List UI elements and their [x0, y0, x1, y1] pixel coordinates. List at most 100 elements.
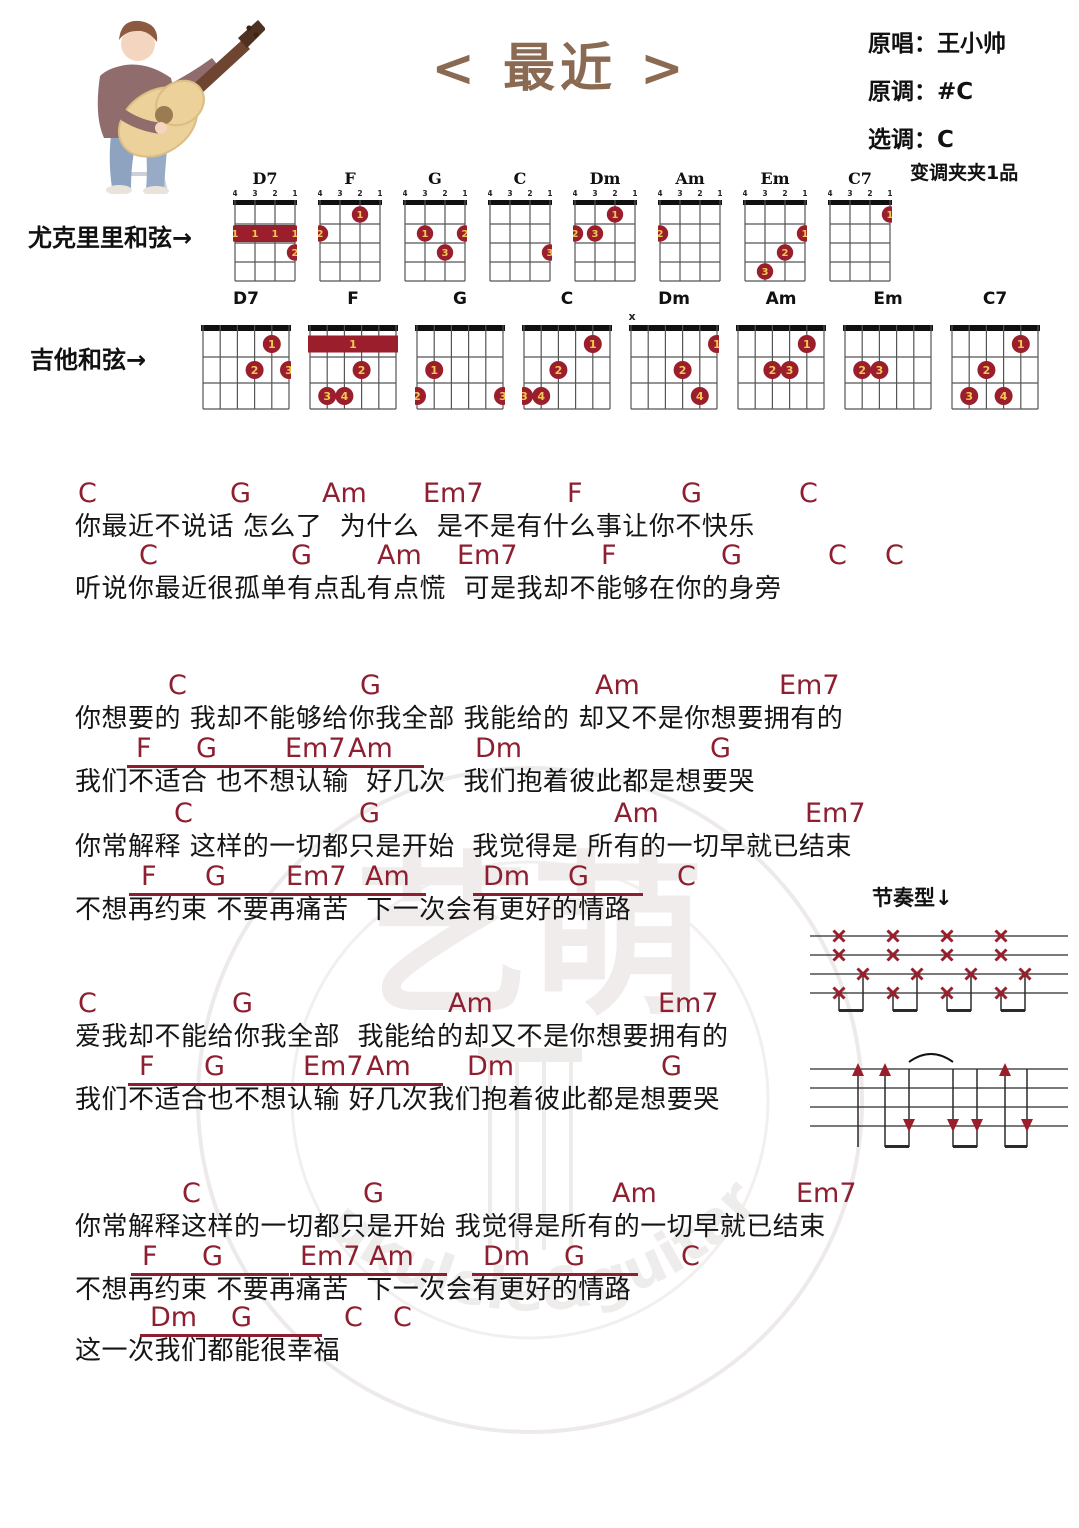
lyric-chord: Dm — [483, 861, 531, 892]
svg-text:2: 2 — [858, 363, 866, 376]
mute-string-mark: x — [629, 310, 636, 323]
uke-chord-F: F 4 3 2 1 1 2 — [318, 170, 382, 282]
guitar-chord-grid: 12 3 — [415, 324, 505, 410]
guitar-row-label: 吉他和弦→ — [30, 346, 147, 374]
lyric-chord: G — [230, 478, 251, 509]
guitar-chord-grid: 123 4 — [308, 324, 398, 410]
lyric-chord: Am — [614, 798, 659, 829]
svg-text:3: 3 — [285, 363, 291, 376]
lyric-chord: Am — [348, 733, 393, 764]
lyric-chord: Am — [448, 988, 493, 1019]
svg-text:1: 1 — [430, 363, 438, 376]
svg-text:1: 1 — [349, 337, 357, 350]
svg-text:2: 2 — [555, 363, 563, 376]
credit-original-key: 原调：#C — [868, 79, 974, 105]
lyric-chord: C — [182, 1178, 201, 1209]
uke-chord-C7: C7 4 3 2 1 1 — [828, 170, 892, 282]
svg-text:1: 1 — [589, 337, 597, 350]
guitar-chord-D7: D7 1 2 3 — [201, 290, 291, 413]
guitar-chord-grid: x 1 24 — [629, 310, 719, 410]
lyric-chord: C — [677, 861, 696, 892]
lyric-chord: Em7 — [658, 988, 719, 1019]
svg-text:3: 3 — [507, 189, 512, 198]
lyric-line-text: 不想再约束 不要再痛苦 下一次会有更好的情路 — [75, 895, 632, 925]
lyric-line-text: 你想要的 我却不能够给你我全部 我能给的 却又不是你想要拥有的 — [75, 704, 844, 734]
lyric-chord: G — [231, 1302, 252, 1333]
svg-text:2: 2 — [272, 189, 277, 198]
chord-underline — [140, 1334, 322, 1337]
lyric-chord: F — [567, 478, 583, 509]
svg-text:1: 1 — [233, 229, 239, 240]
lyric-chord: Am — [369, 1241, 414, 1272]
guitar-chord-C7: C7 1 2 3 4 — [950, 290, 1040, 413]
lyric-chord: Am — [595, 670, 640, 701]
svg-text:1: 1 — [547, 189, 552, 198]
chord-underline — [473, 893, 643, 896]
chord-underline — [129, 893, 287, 896]
ukulele-chord-diagrams: D7 4 3 2 1 1 1 1 1 2 F 4 3 2 1 1 2 G 4 3 2 1 1 2 3 C 4 3 2 1 3 Dm 4 3 2 1 1 2… — [233, 170, 892, 282]
lyric-chord: Dm — [467, 1051, 515, 1082]
svg-text:3: 3 — [965, 389, 973, 402]
lyric-chord: Am — [612, 1178, 657, 1209]
uke-chord-grid: 4 3 2 1 1 2 3 — [403, 189, 467, 282]
svg-text:1: 1 — [252, 229, 259, 240]
uke-chord-G: G 4 3 2 1 1 2 3 — [403, 170, 467, 282]
svg-text:2: 2 — [983, 363, 991, 376]
svg-text:3: 3 — [677, 189, 682, 198]
svg-text:4: 4 — [1000, 389, 1008, 402]
guitar-chord-name: D7 — [233, 289, 259, 309]
svg-text:1: 1 — [462, 189, 467, 198]
chord-underline — [291, 1083, 443, 1086]
svg-text:4: 4 — [537, 389, 545, 402]
lyric-chord: Em7 — [805, 798, 866, 829]
svg-text:4: 4 — [696, 389, 704, 402]
credit-original-singer: 原唱：王小帅 — [868, 31, 1006, 57]
lyric-chord: F — [136, 733, 152, 764]
lyric-chord: Em7 — [779, 670, 840, 701]
guitar-chord-name: Em — [873, 289, 903, 309]
uke-chord-C: C 4 3 2 1 3 — [488, 170, 552, 282]
guitar-chord-diagrams: D7 1 2 3 F 1 2 3 4 G 1 2 3 C 1 2 3 4 Dm x 1 2 4 Am 1 2 3 Em 2 3 C7 1 2 3 4 — [201, 290, 1040, 413]
chord-underline — [472, 1273, 638, 1276]
svg-text:4: 4 — [658, 189, 663, 198]
uke-chord-grid: 4 3 2 1 1 2 3 — [743, 189, 807, 282]
guitar-chord-Dm: Dm x 1 2 4 — [629, 290, 719, 413]
guitar-chord-name: C7 — [982, 289, 1008, 309]
guitar-chord-grid: 123 4 — [522, 324, 612, 410]
lyric-chord: C — [168, 670, 187, 701]
lyric-chord: Am — [377, 540, 422, 571]
lyric-chord: G — [681, 478, 702, 509]
uke-chord-Em: Em 4 3 2 1 1 2 3 — [743, 170, 807, 282]
lyric-chord: F — [141, 861, 157, 892]
lyric-chord: C — [828, 540, 847, 571]
svg-text:2: 2 — [292, 248, 297, 259]
uke-chord-grid: 4 3 2 1 2 — [658, 189, 722, 282]
svg-text:3: 3 — [252, 189, 257, 198]
lyric-chord: G — [721, 540, 742, 571]
page-title: < 最近 > — [431, 38, 689, 99]
lyric-chord: G — [363, 1178, 384, 1209]
svg-text:3: 3 — [499, 389, 505, 402]
lyric-chord: C — [681, 1241, 700, 1272]
uke-chord-D7: D7 4 3 2 1 1 1 1 1 2 — [233, 170, 297, 282]
capo-note: 变调夹夹1品 — [910, 162, 1019, 184]
lyric-chord: C — [78, 478, 97, 509]
chord-underline — [277, 893, 426, 896]
uke-chord-grid: 4 3 2 1 1 1 1 1 2 — [233, 189, 297, 282]
lyric-chord: Em7 — [286, 861, 347, 892]
uke-chord-name: C — [513, 169, 527, 188]
lyric-chord: Dm — [475, 733, 523, 764]
svg-text:4: 4 — [233, 189, 238, 198]
uke-chord-name: Em — [760, 169, 790, 188]
lyric-chord: C — [799, 478, 818, 509]
lyric-chord: G — [291, 540, 312, 571]
svg-text:3: 3 — [337, 189, 342, 198]
svg-text:1: 1 — [612, 210, 619, 221]
lyric-chord: Dm — [150, 1302, 198, 1333]
rhythm-pattern-label: 节奏型↓ — [872, 886, 953, 910]
